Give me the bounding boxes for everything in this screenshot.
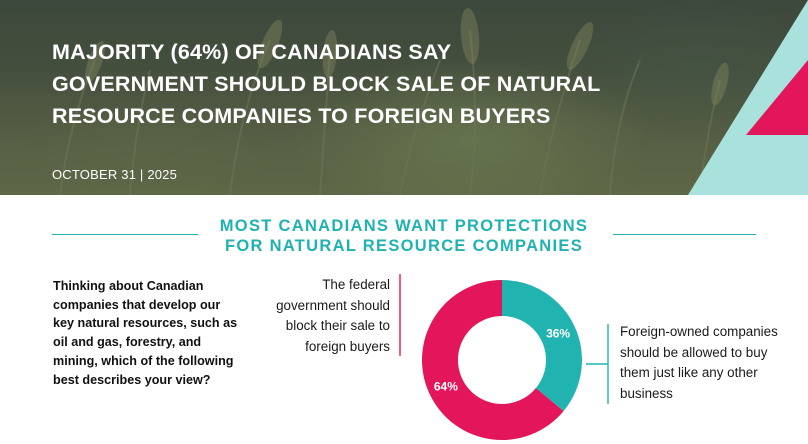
corner-accent-graphic [688,0,808,195]
heading-rule-left [52,234,198,235]
heading-rule-right [613,234,756,235]
slice-block-sale-pct-label: 64% [434,379,458,393]
slice-label-block-sale: The federal government should block thei… [276,277,390,354]
slice-allow-foreign [502,280,582,411]
section-heading-line-1: MOST CANADIANS WANT PROTECTIONS [219,217,589,235]
wheat-field-background [0,0,808,195]
section-heading: MOST CANADIANS WANT PROTECTIONS FOR NATU… [200,216,608,256]
corner-mint-triangle [688,0,808,195]
publication-date: OCTOBER 31 | 2025 [52,167,178,182]
survey-question: Thinking about Canadian companies that d… [53,279,238,387]
connector-allow-foreign [586,324,609,404]
hero-banner: MAJORITY (64%) OF CANADIANS SAY GOVERNME… [0,0,808,195]
section-heading-line-2: FOR NATURAL RESOURCE COMPANIES [224,237,583,255]
corner-pink-triangle [746,60,808,135]
slice-block-sale [422,280,564,440]
slice-label-allow-foreign: Foreign-owned companies should be allowe… [620,324,778,401]
slice-allow-foreign-pct-label: 36% [546,327,570,341]
page-title: MAJORITY (64%) OF CANADIANS SAY GOVERNME… [52,40,601,128]
